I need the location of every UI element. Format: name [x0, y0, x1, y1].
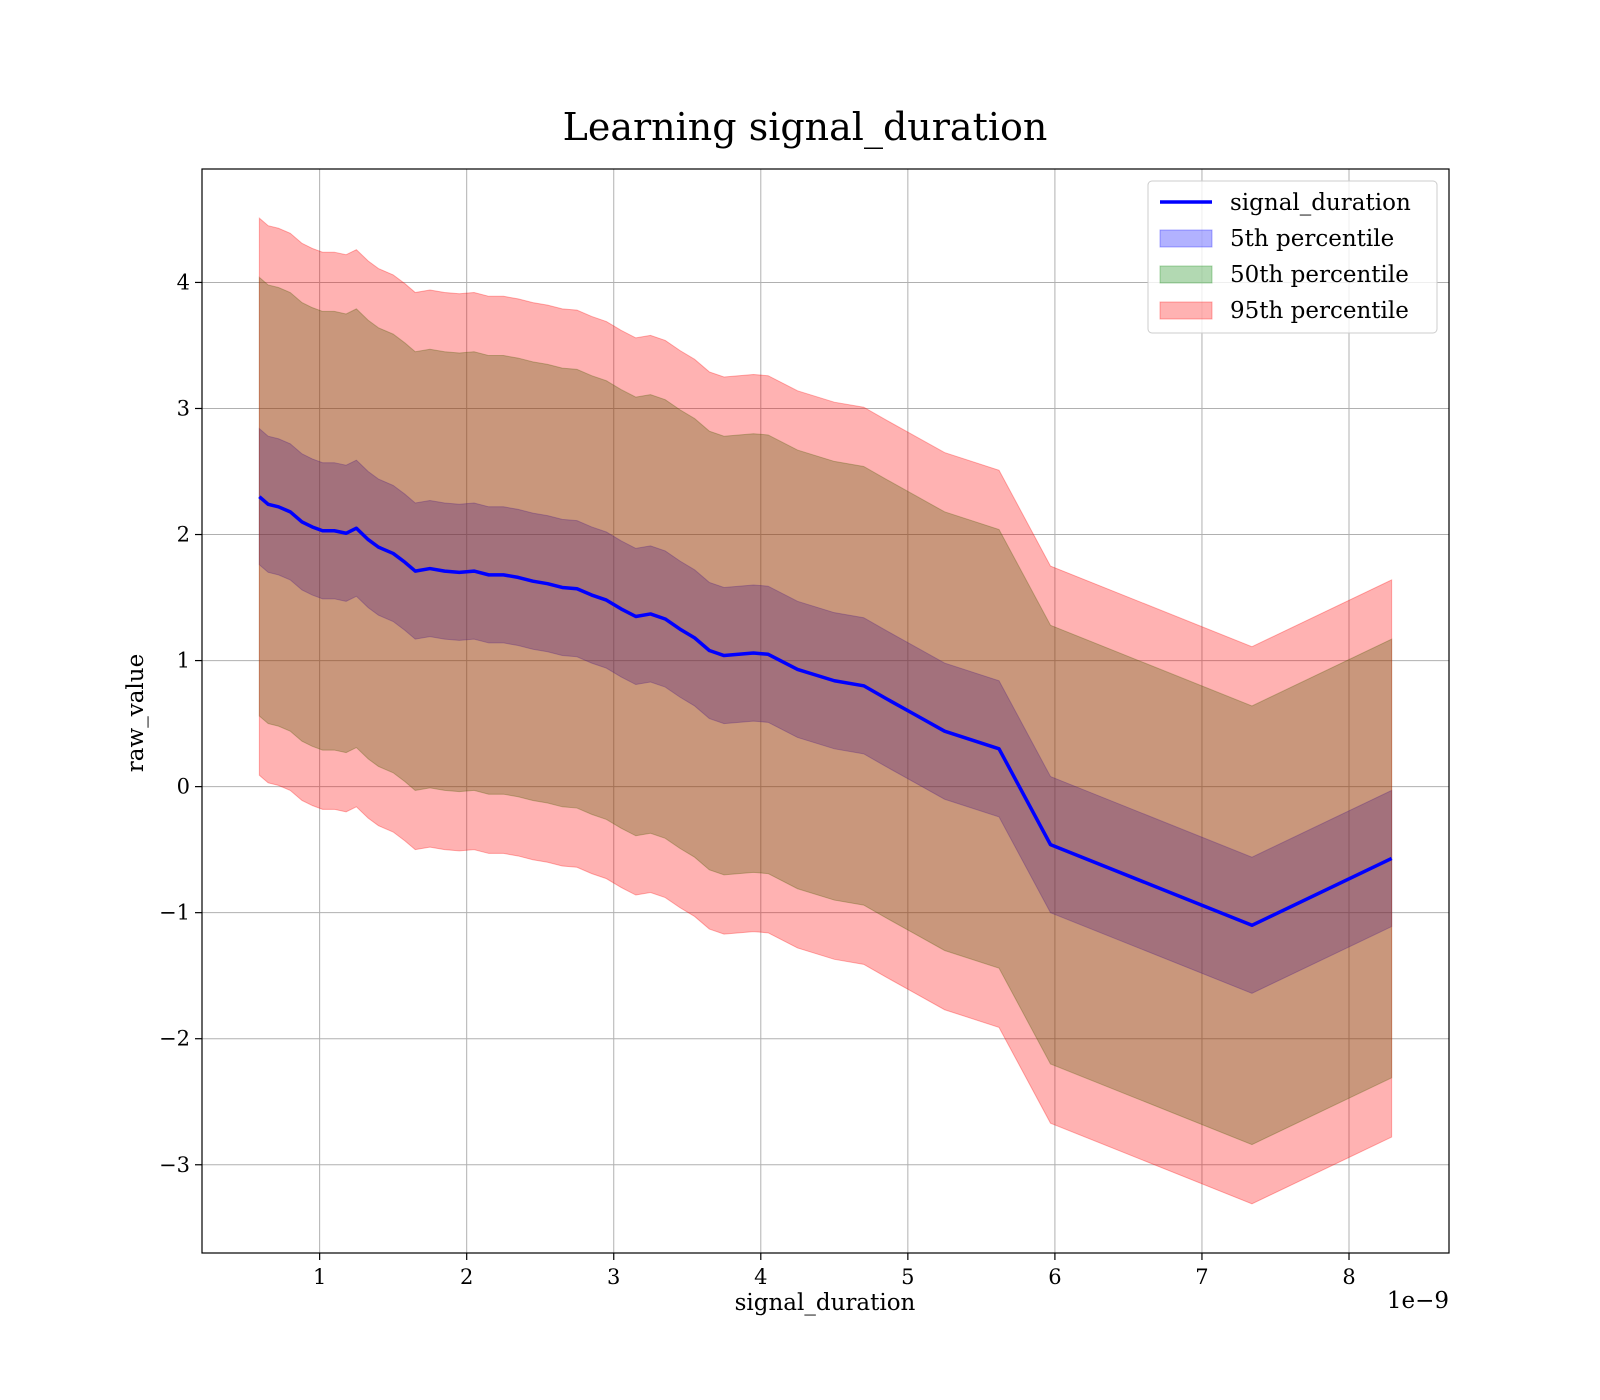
x-tick-label: 3 — [607, 1265, 620, 1289]
y-tick-label: −1 — [159, 901, 190, 925]
x-axis-label: signal_duration — [735, 1290, 916, 1316]
x-tick-label: 7 — [1195, 1265, 1208, 1289]
y-axis-label: raw_value — [123, 654, 149, 772]
x-tick-label: 5 — [901, 1265, 914, 1289]
y-axis-ticks: −3 −2 −1 0 1 2 3 4 — [159, 270, 202, 1177]
y-tick-label: 1 — [177, 649, 190, 673]
line-signal_duration — [258, 495, 1393, 928]
band-50th-percentile — [258, 276, 1393, 1146]
legend-label-50th-percentile: 50th percentile — [1230, 262, 1409, 288]
x-axis-ticks: 1 2 3 4 5 6 7 8 — [313, 1253, 1356, 1289]
x-tick-label: 2 — [460, 1265, 473, 1289]
chart-title: Learning signal_duration — [563, 105, 1048, 150]
band-5th-percentile — [258, 427, 1393, 994]
x-tick-label: 6 — [1048, 1265, 1061, 1289]
x-tick-label: 1 — [313, 1265, 326, 1289]
y-tick-label: 3 — [177, 396, 190, 420]
y-tick-label: 2 — [177, 523, 190, 547]
legend-label-signal_duration: signal_duration — [1230, 190, 1411, 216]
plot-area-frame — [201, 168, 1450, 1254]
y-tick-label: −3 — [159, 1153, 190, 1177]
legend-label-95th-percentile: 95th percentile — [1230, 298, 1409, 324]
y-tick-label: 4 — [177, 270, 190, 294]
y-tick-label: −2 — [159, 1027, 190, 1051]
legend-label-5th-percentile: 5th percentile — [1230, 226, 1394, 252]
x-tick-label: 4 — [754, 1265, 767, 1289]
legend: signal_duration 5th percentile 50th percen… — [1147, 180, 1438, 334]
legend-swatch-95th-percentile — [1159, 301, 1213, 320]
legend-swatch-50th-percentile — [1159, 265, 1213, 284]
legend-swatch-5th-percentile — [1159, 229, 1213, 248]
legend-frame — [1147, 180, 1438, 334]
y-tick-label: 0 — [177, 775, 190, 799]
percentile-bands — [258, 217, 1393, 1205]
series-lines — [258, 495, 1393, 928]
x-axis-offset-text: 1e−9 — [1387, 1288, 1449, 1314]
band-95th-percentile — [258, 217, 1393, 1205]
x-tick-label: 8 — [1342, 1265, 1355, 1289]
